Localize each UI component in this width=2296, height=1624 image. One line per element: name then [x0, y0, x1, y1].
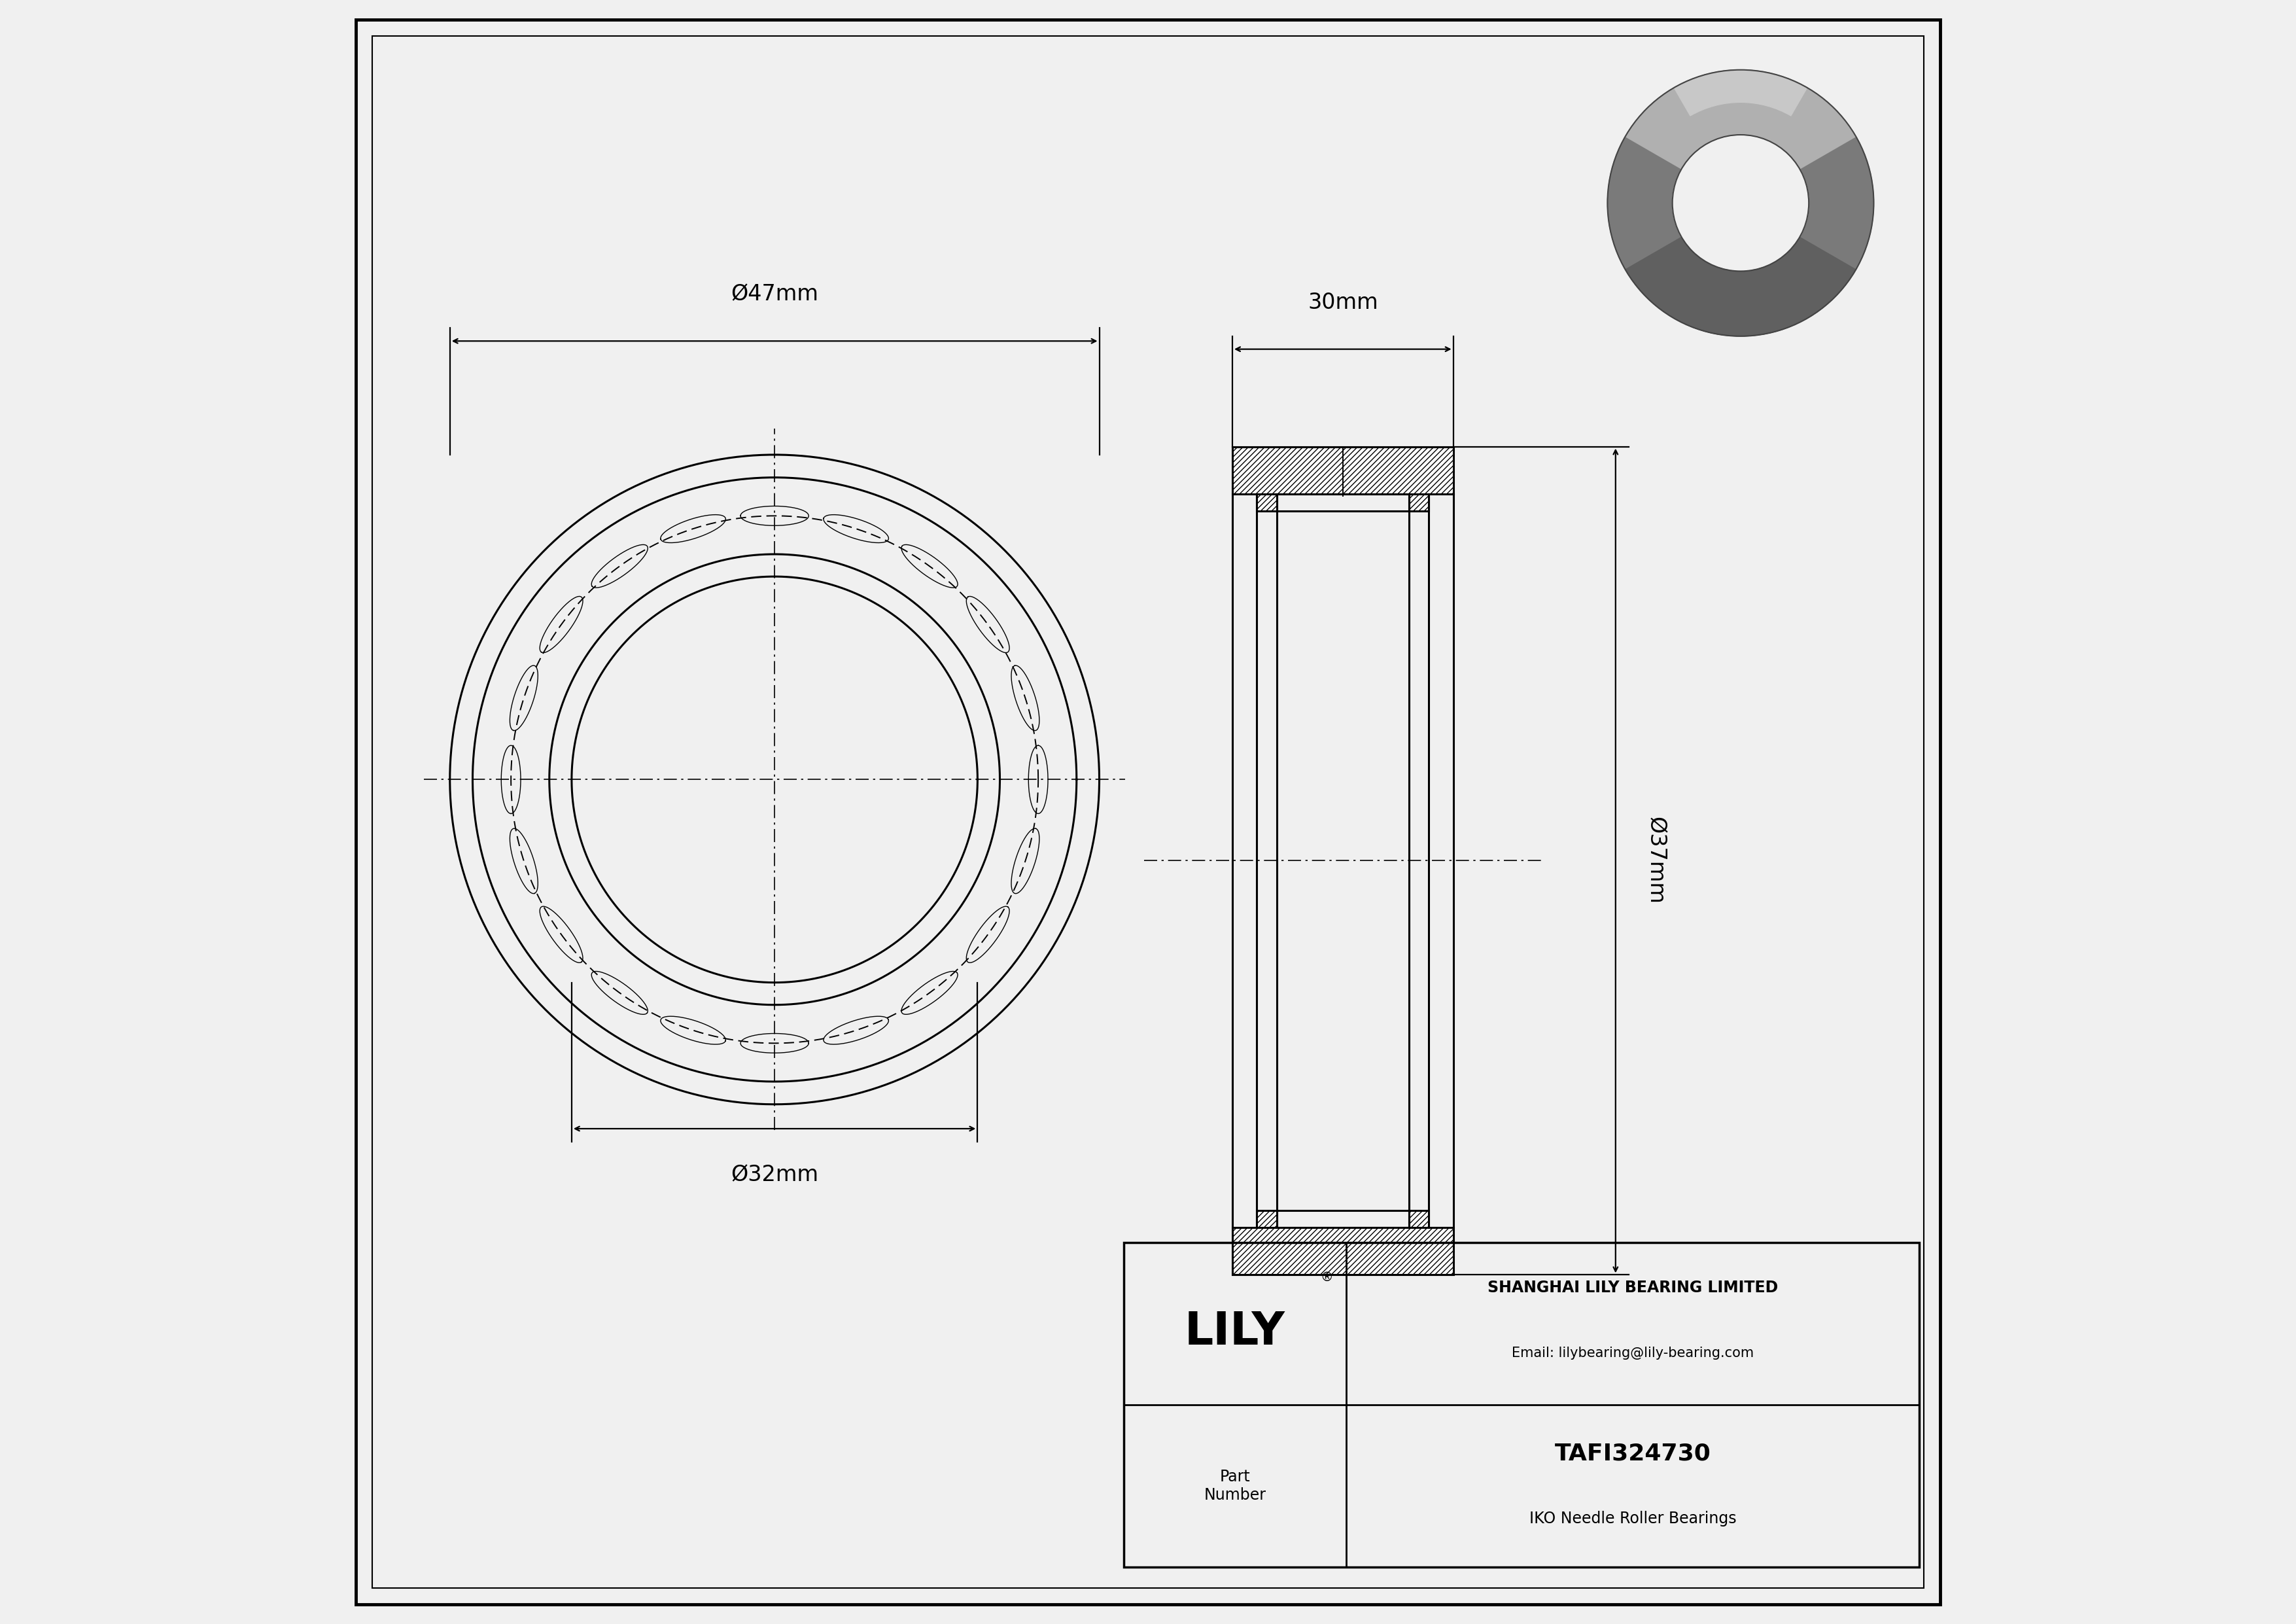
Text: TAFI324730: TAFI324730	[1554, 1442, 1711, 1465]
Text: Ø47mm: Ø47mm	[730, 284, 817, 305]
Wedge shape	[1674, 70, 1807, 115]
Circle shape	[1671, 135, 1809, 271]
Text: IKO Needle Roller Bearings: IKO Needle Roller Bearings	[1529, 1510, 1736, 1527]
Wedge shape	[1626, 70, 1855, 169]
Text: Ø37mm: Ø37mm	[1644, 817, 1667, 905]
Text: ®: ®	[1320, 1272, 1334, 1285]
Polygon shape	[1233, 1210, 1453, 1275]
Wedge shape	[1626, 237, 1855, 336]
Polygon shape	[1233, 447, 1453, 512]
Text: Ø32mm: Ø32mm	[730, 1164, 817, 1186]
Circle shape	[1607, 70, 1874, 336]
Text: SHANGHAI LILY BEARING LIMITED: SHANGHAI LILY BEARING LIMITED	[1488, 1280, 1777, 1296]
Text: Part
Number: Part Number	[1203, 1470, 1265, 1502]
Text: 30mm: 30mm	[1309, 292, 1378, 313]
Text: Email: lilybearing@lily-bearing.com: Email: lilybearing@lily-bearing.com	[1511, 1346, 1754, 1359]
Text: LILY: LILY	[1185, 1311, 1286, 1353]
Bar	[1123, 1242, 1919, 1567]
